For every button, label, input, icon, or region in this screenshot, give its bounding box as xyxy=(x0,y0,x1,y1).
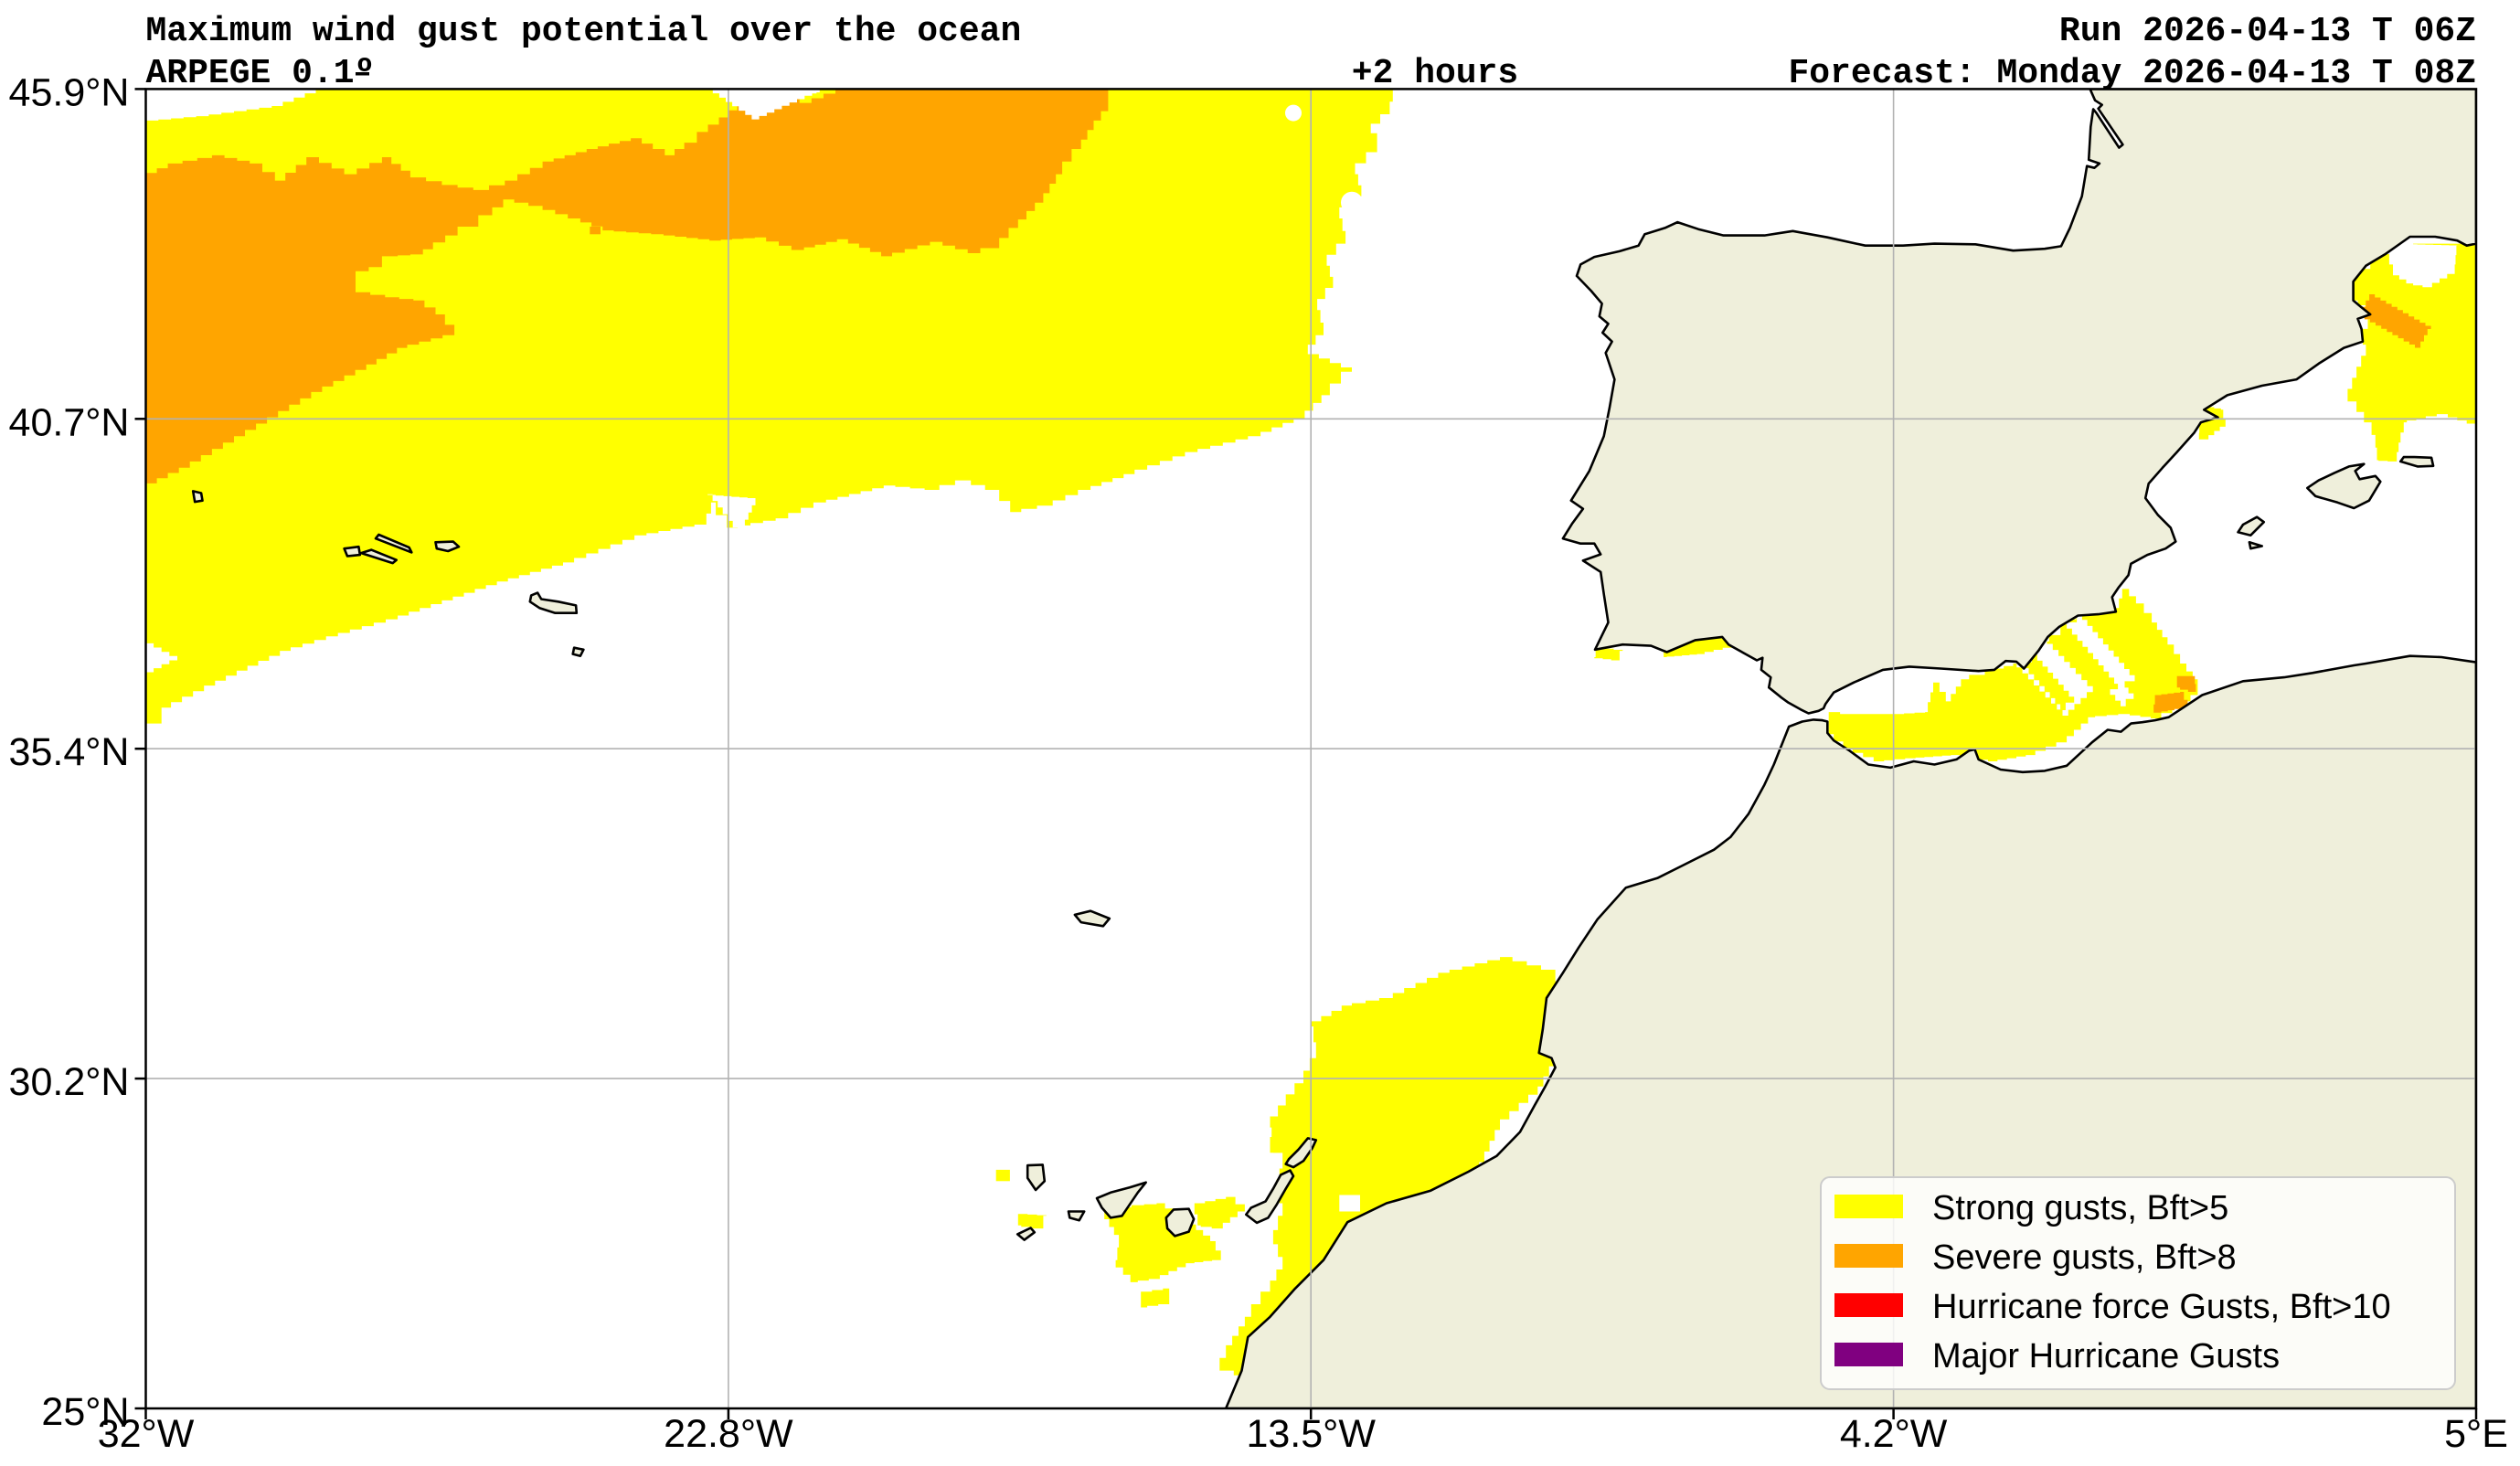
svg-text:13.5°W: 13.5°W xyxy=(1246,1412,1376,1456)
svg-text:5°E: 5°E xyxy=(2444,1412,2508,1456)
svg-text:Forecast: Monday 2026-04-13 T: Forecast: Monday 2026-04-13 T 08Z xyxy=(1788,54,2476,93)
svg-text:ARPEGE 0.1º: ARPEGE 0.1º xyxy=(146,54,376,93)
svg-text:32°W: 32°W xyxy=(98,1412,195,1456)
svg-text:Major Hurricane Gusts: Major Hurricane Gusts xyxy=(1932,1337,2280,1376)
svg-text:35.4°N: 35.4°N xyxy=(9,730,130,774)
svg-text:22.8°W: 22.8°W xyxy=(664,1412,793,1456)
svg-text:Run 2026-04-13 T 06Z: Run 2026-04-13 T 06Z xyxy=(2059,12,2476,51)
svg-text:40.7°N: 40.7°N xyxy=(9,400,130,444)
svg-text:+2 hours: +2 hours xyxy=(1352,54,1518,93)
svg-text:Hurricane force Gusts, Bft>10: Hurricane force Gusts, Bft>10 xyxy=(1932,1288,2391,1326)
svg-text:45.9°N: 45.9°N xyxy=(9,70,130,114)
svg-text:4.2°W: 4.2°W xyxy=(1840,1412,1948,1456)
svg-text:30.2°N: 30.2°N xyxy=(9,1060,130,1104)
svg-text:25°N: 25°N xyxy=(41,1390,129,1434)
svg-text:Strong gusts, Bft>5: Strong gusts, Bft>5 xyxy=(1932,1189,2228,1227)
svg-text:Severe gusts, Bft>8: Severe gusts, Bft>8 xyxy=(1932,1238,2237,1277)
svg-text:Maximum wind gust potential ov: Maximum wind gust potential over the oce… xyxy=(146,12,1022,51)
